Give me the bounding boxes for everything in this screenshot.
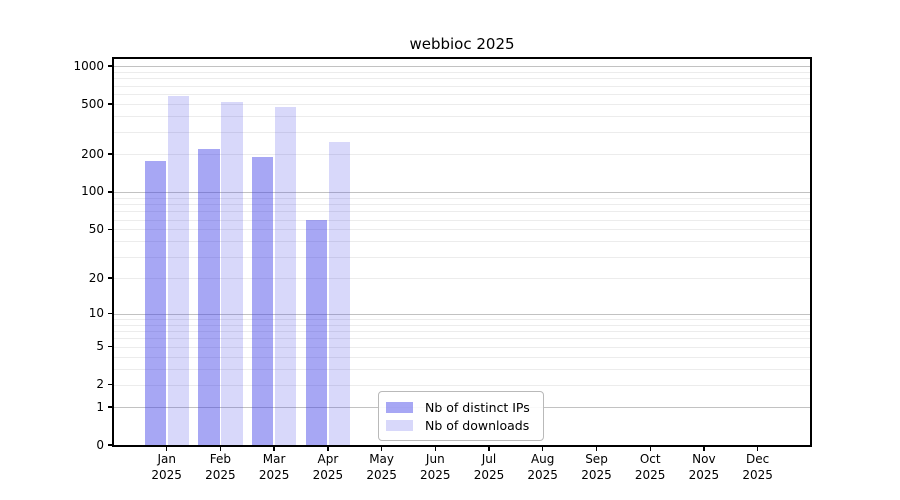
y-tick-mark — [108, 191, 113, 193]
x-tick-label-mar: Mar 2025 — [258, 452, 290, 482]
legend-row-downloads: Nb of downloads — [386, 417, 535, 434]
legend-swatch-downloads — [386, 420, 413, 431]
bar-apr-downloads — [328, 141, 351, 445]
x-tick-label-jul: Jul 2025 — [473, 452, 505, 482]
y-tick-mark — [108, 228, 113, 230]
gridline-minor-6 — [114, 338, 810, 340]
x-tick-label-aug: Aug 2025 — [527, 452, 558, 482]
gridline-minor-70 — [114, 211, 810, 213]
bar-apr-distinct-ips — [305, 219, 328, 445]
x-tick-label-feb: Feb 2025 — [205, 452, 236, 482]
gridline-minor-200 — [114, 154, 810, 156]
y-tick-label-20: 20 — [88, 270, 104, 285]
x-tick-mark — [649, 447, 651, 451]
x-tick-mark — [542, 447, 544, 451]
x-tick-label-jan: Jan 2025 — [151, 452, 182, 482]
y-tick-mark — [108, 444, 113, 446]
gridline-minor-600 — [114, 94, 810, 95]
y-tick-mark — [108, 153, 113, 155]
y-tick-label-200: 200 — [81, 146, 104, 161]
bar-jan-downloads — [167, 96, 189, 445]
x-tick-mark — [703, 447, 705, 451]
plot-area — [114, 59, 810, 445]
x-tick-mark — [166, 447, 168, 451]
y-tick-mark — [108, 346, 113, 348]
y-tick-label-0: 0 — [96, 437, 104, 452]
gridline-minor-90 — [114, 197, 810, 199]
x-tick-label-may: May 2025 — [366, 452, 397, 482]
gridline-minor-2 — [114, 384, 810, 386]
gridline-major-1000 — [114, 66, 810, 67]
y-tick-label-2: 2 — [96, 377, 104, 392]
x-tick-mark — [219, 447, 222, 451]
gridline-minor-3 — [114, 369, 810, 370]
y-tick-mark — [108, 406, 113, 408]
legend-label: Nb of downloads — [425, 418, 530, 433]
gridline-minor-700 — [114, 85, 810, 87]
bar-mar-downloads — [274, 106, 297, 445]
gridline-minor-7 — [114, 330, 810, 332]
legend-row-distinct-ips: Nb of distinct IPs — [386, 399, 535, 416]
y-tick-label-5: 5 — [96, 339, 104, 354]
gridline-minor-8 — [114, 324, 810, 326]
x-tick-mark — [488, 447, 490, 451]
gridline-major-100 — [114, 191, 810, 193]
gridline-minor-5 — [114, 346, 810, 348]
x-tick-mark — [327, 447, 329, 451]
y-tick-label-500: 500 — [81, 96, 104, 111]
x-tick-mark — [434, 447, 436, 451]
y-tick-mark — [108, 312, 113, 315]
legend-label: Nb of distinct IPs — [425, 400, 530, 415]
y-tick-mark — [108, 384, 113, 386]
x-tick-mark — [756, 447, 759, 451]
gridline-minor-40 — [114, 241, 810, 243]
y-tick-mark — [108, 65, 113, 67]
y-tick-label-50: 50 — [88, 221, 104, 236]
gridline-minor-4 — [114, 356, 810, 358]
gridline-minor-30 — [114, 256, 810, 258]
gridline-minor-400 — [114, 116, 810, 118]
x-tick-label-dec: Dec 2025 — [742, 452, 773, 482]
x-tick-label-jun: Jun 2025 — [420, 452, 451, 482]
x-tick-mark — [595, 447, 598, 451]
y-tick-label-10: 10 — [88, 306, 104, 320]
x-tick-label-nov: Nov 2025 — [688, 452, 720, 482]
gridline-minor-800 — [114, 78, 810, 80]
gridline-minor-500 — [114, 104, 810, 105]
x-tick-mark — [380, 447, 383, 451]
y-tick-label-100: 100 — [81, 184, 104, 199]
legend: Nb of distinct IPs Nb of downloads — [378, 391, 544, 441]
gridline-minor-60 — [114, 219, 810, 221]
y-tick-label-1000: 1000 — [73, 58, 104, 73]
gridline-minor-50 — [114, 229, 810, 231]
gridline-minor-900 — [114, 71, 810, 73]
legend-swatch-distinct-ips — [386, 402, 413, 413]
x-tick-mark — [273, 447, 275, 451]
bar-mar-distinct-ips — [251, 156, 274, 445]
x-tick-label-sep: Sep 2025 — [581, 452, 612, 482]
x-tick-label-apr: Apr 2025 — [312, 452, 344, 482]
x-tick-label-oct: Oct 2025 — [634, 452, 666, 482]
y-tick-mark — [108, 103, 113, 105]
bar-jan-distinct-ips — [144, 161, 166, 445]
bar-feb-distinct-ips — [198, 148, 220, 445]
chart-title: webbioc 2025 — [409, 35, 515, 53]
gridline-minor-9 — [114, 318, 810, 320]
bar-feb-downloads — [221, 102, 243, 445]
gridline-minor-300 — [114, 132, 810, 133]
y-tick-mark — [108, 277, 113, 279]
gridline-major-10 — [114, 313, 810, 315]
y-tick-label-1: 1 — [96, 399, 104, 414]
gridline-minor-80 — [114, 204, 810, 205]
gridline-minor-20 — [114, 278, 810, 279]
